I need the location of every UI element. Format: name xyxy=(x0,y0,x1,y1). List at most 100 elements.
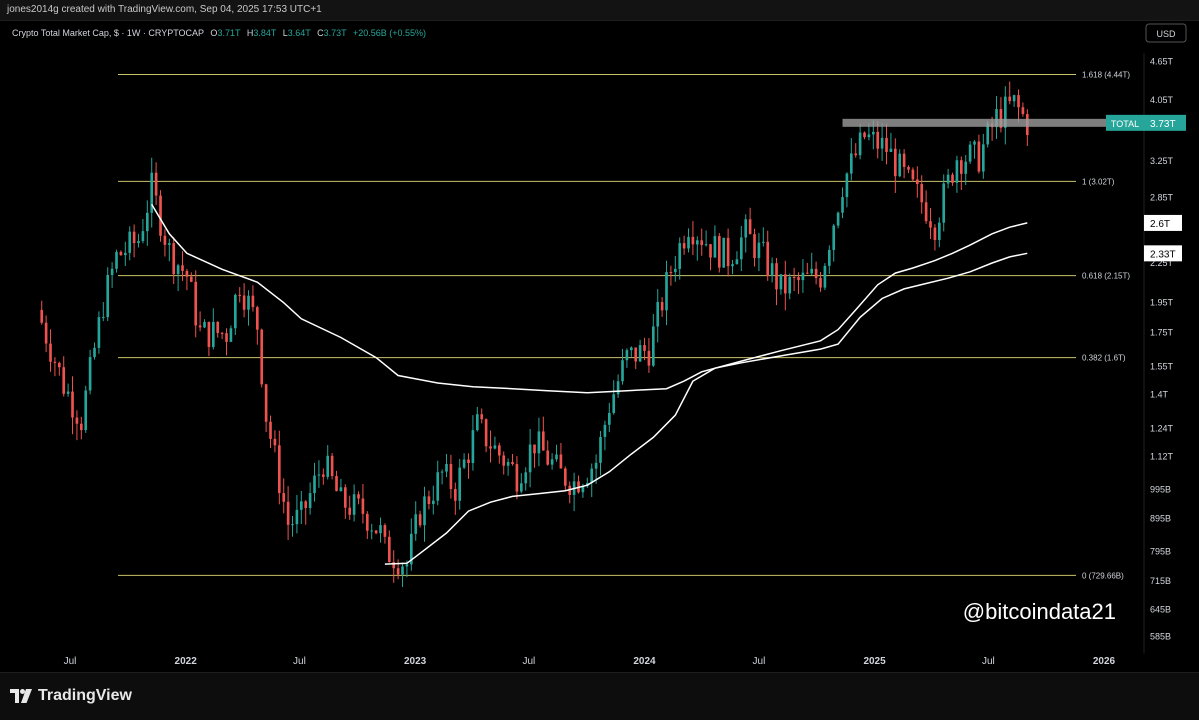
candle xyxy=(511,453,514,466)
candle xyxy=(515,456,519,500)
candle xyxy=(260,328,264,388)
candle-body xyxy=(313,475,316,494)
candle-body xyxy=(744,219,748,238)
candle xyxy=(229,325,233,342)
candle-body xyxy=(788,276,792,294)
candle xyxy=(330,453,334,480)
candle xyxy=(471,415,475,471)
candle-body xyxy=(49,343,52,362)
candle xyxy=(638,339,642,362)
candle-body xyxy=(876,131,880,149)
candle xyxy=(814,261,818,285)
currency-button[interactable]: USD xyxy=(1145,23,1187,43)
candle xyxy=(555,444,558,462)
candle-body xyxy=(893,148,897,177)
candle xyxy=(216,321,220,338)
candle xyxy=(264,383,268,432)
candle xyxy=(673,255,677,282)
candle xyxy=(761,227,765,247)
candle-body xyxy=(145,212,149,232)
candle xyxy=(462,453,466,470)
candle-body xyxy=(343,487,347,508)
candle xyxy=(387,530,391,563)
candle-body xyxy=(700,240,704,246)
legend-l-value: 3.64T xyxy=(288,28,312,38)
candle xyxy=(753,228,756,267)
candle-body xyxy=(621,360,624,382)
candle xyxy=(858,123,862,160)
candle xyxy=(101,302,105,322)
top-bar: jones2014g created with TradingView.com,… xyxy=(0,0,1199,21)
candle xyxy=(656,289,660,343)
candle-body xyxy=(977,141,981,172)
candle xyxy=(453,482,457,515)
candle xyxy=(783,260,787,311)
candle-body xyxy=(339,487,343,492)
fib-label-1: 1 (3.02T) xyxy=(1082,177,1115,186)
tradingview-logo[interactable]: TradingView xyxy=(10,687,132,705)
candle xyxy=(489,430,492,463)
candle-body xyxy=(62,367,66,394)
candle-body xyxy=(968,144,972,162)
candle xyxy=(62,356,66,397)
candle-body xyxy=(348,507,352,515)
candle-body xyxy=(761,241,765,243)
candle xyxy=(115,249,118,273)
candle xyxy=(977,134,981,174)
candle-body xyxy=(176,265,180,275)
candle-body xyxy=(489,446,492,449)
candle-body xyxy=(656,302,660,327)
candle xyxy=(625,348,629,368)
candle xyxy=(361,484,365,524)
candle-body xyxy=(867,134,871,138)
ma-2-price-text: 2.33T xyxy=(1150,249,1176,260)
candle-body xyxy=(594,462,598,469)
candle-body xyxy=(132,231,136,244)
candle-body xyxy=(150,172,154,213)
candle-body xyxy=(189,276,193,282)
candle xyxy=(269,415,272,448)
candle xyxy=(480,408,484,424)
price-chart[interactable]: 1.618 (4.44T) 1 (3.02T) 0.618 (2.15T) 0.382… xyxy=(0,21,1199,671)
candle xyxy=(110,262,114,288)
candle xyxy=(687,228,690,253)
candle xyxy=(537,417,541,467)
candle xyxy=(343,484,347,519)
candle-body xyxy=(770,263,774,276)
candle xyxy=(568,481,572,504)
candle xyxy=(876,121,880,159)
candle-body xyxy=(273,438,277,446)
y-tick-label: 2.25T xyxy=(1150,258,1174,268)
candle xyxy=(326,445,330,480)
chart-svg[interactable]: 1.618 (4.44T) 1 (3.02T) 0.618 (2.15T) 0.382… xyxy=(0,21,1199,671)
candle-body xyxy=(625,350,629,361)
candle-body xyxy=(739,237,743,260)
candle xyxy=(233,293,237,336)
candle-body xyxy=(242,295,246,310)
candle-body xyxy=(638,345,642,362)
price-axis[interactable]: 4.65T 4.05T 3.25T 2.85T 2.25T 1.95T 1.75T 1.55T… xyxy=(1143,53,1174,653)
total-price-text: 3.73T xyxy=(1150,119,1176,130)
candle-body xyxy=(207,321,211,348)
candle xyxy=(550,453,554,470)
candle-body xyxy=(480,414,484,420)
candle xyxy=(97,311,101,354)
candle xyxy=(154,162,158,205)
candle-body xyxy=(519,483,523,492)
y-tick-label: 4.65T xyxy=(1150,57,1174,67)
candle xyxy=(119,250,123,256)
candle-body xyxy=(247,295,250,310)
candle-body xyxy=(581,486,585,493)
candle-body xyxy=(304,501,308,509)
time-axis[interactable]: Jul 2022 Jul 2023 Jul 2024 Jul 2025 Jul 2026 xyxy=(64,656,1116,667)
candle-body xyxy=(79,423,83,431)
candle xyxy=(277,430,281,505)
candle-body xyxy=(660,302,664,311)
price-tags: TOTAL 3.73T 2.6T 2.33T xyxy=(1106,114,1186,262)
candle xyxy=(106,267,110,322)
candle-body xyxy=(955,160,959,183)
candle-body xyxy=(57,362,61,368)
candle xyxy=(167,238,171,262)
candle-body xyxy=(713,236,717,258)
candle-body xyxy=(937,222,941,240)
